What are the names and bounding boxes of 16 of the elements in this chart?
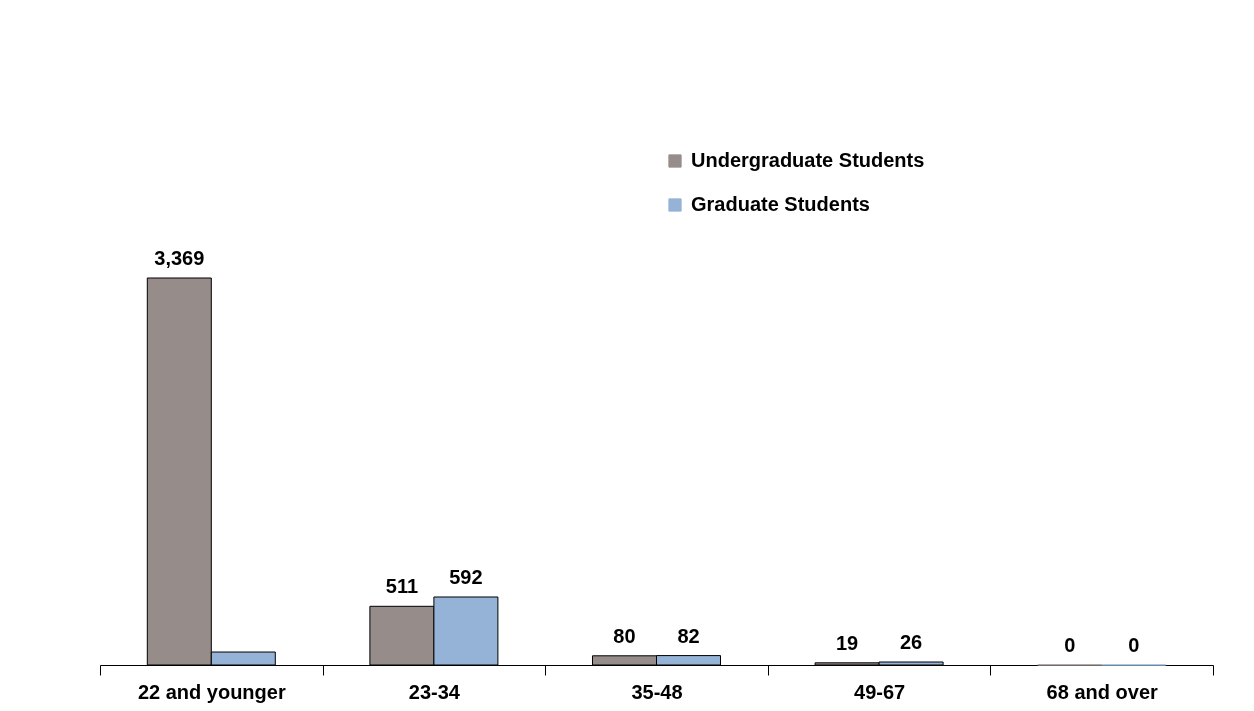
x-tick-label: 49-67 [854, 680, 906, 703]
data-label: 82 [677, 624, 700, 647]
data-label: 0 [1064, 634, 1076, 656]
data-label: 19 [835, 631, 859, 654]
legend-label: Undergraduate Students [691, 149, 925, 171]
data-label: 3,369 [154, 247, 205, 269]
x-tick-label: 35-48 [631, 680, 683, 703]
data-label: 0 [1128, 634, 1140, 656]
x-tick-label: 22 and younger [137, 680, 286, 703]
x-tick-label: 68 and over [1046, 680, 1158, 703]
legend-label: Graduate Students [691, 193, 870, 215]
data-label: 511 [385, 575, 419, 598]
data-label: 80 [613, 624, 636, 647]
data-label: 26 [899, 631, 923, 654]
x-tick-label: 23-34 [408, 680, 461, 703]
data-label: 592 [449, 566, 483, 588]
